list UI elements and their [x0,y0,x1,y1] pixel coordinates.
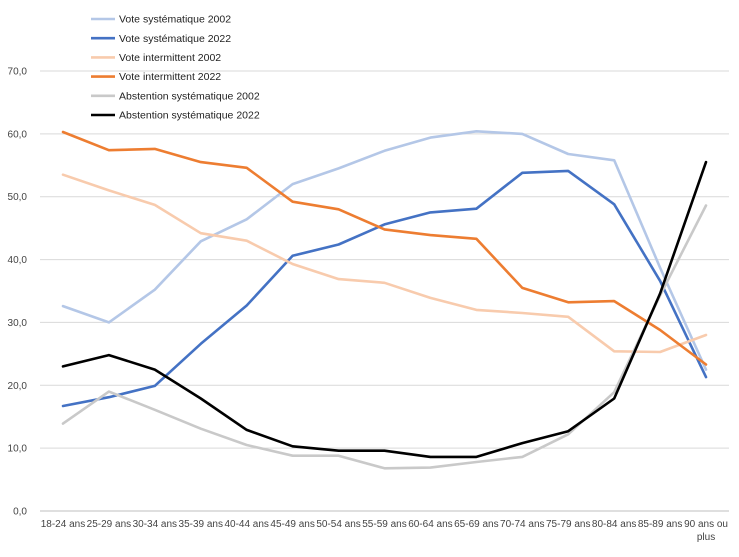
x-tick-label: 85-89 ans [638,519,682,530]
gridlines [40,70,729,512]
x-tick-label: 70-74 ans [500,519,544,530]
x-axis-ticks: 18-24 ans 25-29 ans 30-34 ans 35-39 ans 40-4… [41,519,728,543]
legend-label: Vote intermittent 2002 [119,52,221,64]
x-tick-label: 90 ans ou plus [684,519,728,543]
legend-label: Vote systématique 2022 [119,33,231,45]
legend-label: Vote systématique 2002 [119,14,231,26]
y-tick-label: 30,0 [8,318,28,329]
x-tick-label: 75-79 ans [546,519,590,530]
legend-label: Abstention systématique 2022 [119,110,260,122]
y-tick-label: 20,0 [8,381,28,392]
x-tick-label: 80-84 ans [592,519,636,530]
x-tick-label: 30-34 ans [133,519,177,530]
x-tick-label: 65-69 ans [454,519,498,530]
x-tick-label: 18-24 ans [41,519,85,530]
y-tick-label: 50,0 [8,192,28,203]
y-tick-label: 40,0 [8,255,28,266]
x-tick-label: 50-54 ans [316,519,360,530]
series-line-3 [61,173,708,354]
legend-label: Abstention systématique 2002 [119,90,260,102]
series-line-4 [61,130,708,366]
y-tick-label: 60,0 [8,129,28,140]
series-line-2 [61,169,708,408]
legend: Vote systématique 2002 Vote systématique … [91,14,260,122]
y-tick-label: 0,0 [13,507,27,518]
series-line-5 [61,204,708,470]
x-tick-label: 55-59 ans [362,519,406,530]
series-line-6 [61,160,708,459]
x-tick-label: 60-64 ans [408,519,452,530]
legend-label: Vote intermittent 2022 [119,71,221,83]
x-tick-label: 35-39 ans [179,519,223,530]
y-tick-label: 70,0 [8,67,28,78]
y-axis-ticks: 0,0 10,0 20,0 30,0 40,0 50,0 60,0 70,0 [8,67,28,518]
x-tick-label: 40-44 ans [224,519,268,530]
series-lines [61,130,708,470]
series-line-1 [61,130,708,371]
x-tick-label: 25-29 ans [87,519,131,530]
y-tick-label: 10,0 [8,444,28,455]
x-tick-label: 45-49 ans [270,519,314,530]
